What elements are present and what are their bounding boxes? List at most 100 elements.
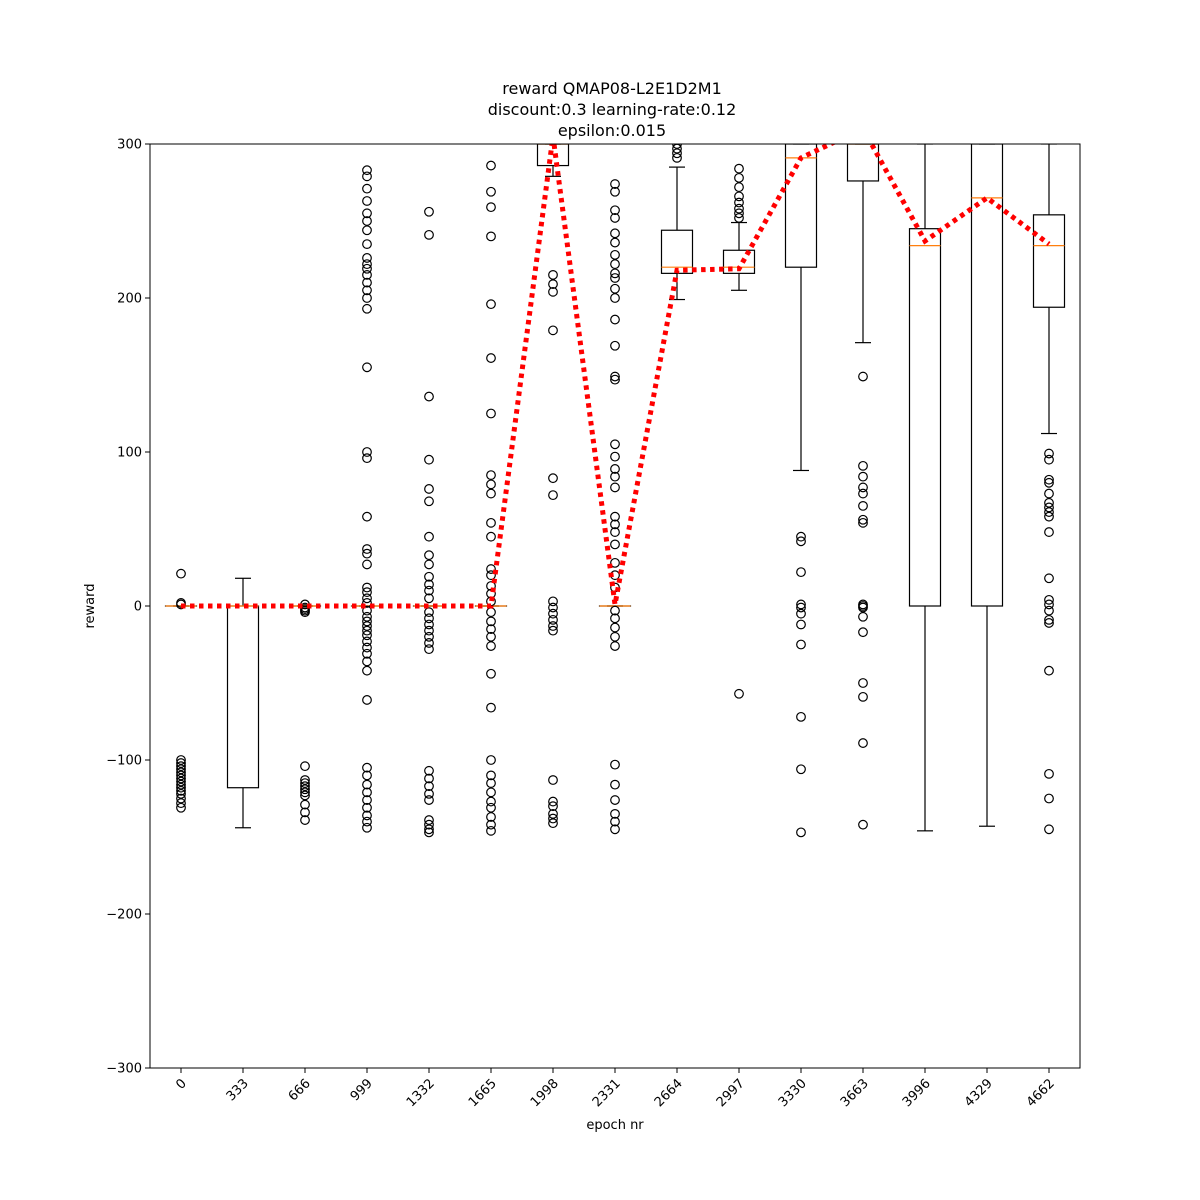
outlier-point [548,625,558,636]
outlier-point [796,536,806,547]
outlier-point [176,776,186,787]
outlier-point [486,353,496,363]
outlier-point [858,460,868,471]
outlier-point [858,819,868,830]
outlier-point [548,286,558,297]
y-tick-label: 100 [117,446,142,461]
x-tick-label: 1332 [404,1076,438,1110]
outlier-point [734,203,744,214]
outlier-point [486,755,496,765]
outlier-point [424,607,434,618]
outlier-point [548,818,558,829]
outlier-point [486,160,496,171]
outlier-point [548,621,558,631]
outlier-point [796,764,806,775]
outlier-point [610,539,620,550]
outlier-point [424,644,434,655]
x-tick-label: 1665 [466,1076,500,1110]
outlier-point [548,279,558,290]
outlier-point [362,630,372,641]
iqr-box [226,605,260,789]
outlier-point [796,531,806,542]
outlier-point [610,273,620,283]
outlier-point [796,619,806,630]
outlier-point [424,454,434,465]
outlier-point [796,567,806,578]
outlier-point [176,761,186,772]
outlier-point [424,531,434,542]
x-tick-label: 3330 [776,1076,810,1110]
outlier-point [734,163,744,174]
outlier-point [424,795,434,805]
x-tick-label: 1998 [528,1076,562,1110]
outlier-point [362,511,372,522]
x-tick-label: 2997 [714,1076,748,1110]
outlier-point [424,625,434,636]
outlier-point [362,362,372,373]
outlier-point [176,779,186,790]
outlier-point [362,665,372,676]
outlier-point [486,668,496,679]
outlier-point [486,299,496,310]
y-tick-label: 0 [134,600,142,615]
outlier-point [300,781,310,792]
outlier-point [176,770,186,781]
outlier-point [610,816,620,827]
outlier-point [424,593,434,604]
outlier-point [1044,824,1054,835]
outlier-point [362,822,372,833]
outlier-point [362,544,372,554]
y-tick-label: −100 [106,754,142,769]
outlier-point [362,593,372,604]
outlier-point [610,605,620,616]
outlier-point [362,795,372,805]
outlier-point [362,616,372,627]
outlier-point [1044,614,1054,625]
outlier-point [858,488,868,499]
outlier-point [362,559,372,570]
outlier-point [734,197,744,208]
outlier-point [176,782,186,793]
outlier-point [1044,448,1054,459]
x-tick-label: 2331 [590,1076,624,1110]
outlier-point [610,464,620,474]
outlier-point [486,825,496,836]
outlier-point [796,608,806,619]
y-axis-ticks: −300 −200 −100 0 100 200 300 [106,138,150,1077]
iqr-box [970,144,1004,607]
outlier-point [734,208,744,219]
outlier-point [362,642,372,653]
outlier-point [486,778,496,788]
outlier-point [1044,527,1054,537]
box-2331 [598,179,632,835]
outlier-point [486,812,496,822]
y-tick-label: 300 [117,138,142,153]
outlier-point [424,773,434,784]
outlier-point [300,778,310,788]
outlier-point [486,631,496,642]
outlier-point [672,152,682,163]
outlier-point [610,795,620,805]
outlier-point [362,636,372,647]
box-666 [288,599,322,825]
outlier-point [486,470,496,481]
outlier-point [362,303,372,314]
outlier-point [610,228,620,239]
outlier-point [362,625,372,636]
y-tick-label: −200 [106,908,142,923]
outlier-point [362,598,372,608]
outlier-point [362,621,372,631]
outlier-point [734,213,744,223]
outlier-point [362,447,372,457]
x-tick-label: 3996 [900,1076,934,1110]
outlier-point [486,607,496,618]
outlier-point [486,531,496,542]
outlier-point [176,755,186,765]
x-tick-label: 666 [286,1076,314,1104]
x-axis-label: epoch nr [586,1118,644,1133]
outlier-point [362,259,372,270]
outlier-point [548,270,558,280]
outlier-point [610,283,620,294]
outlier-point [362,770,372,781]
iqr-box [784,144,818,268]
